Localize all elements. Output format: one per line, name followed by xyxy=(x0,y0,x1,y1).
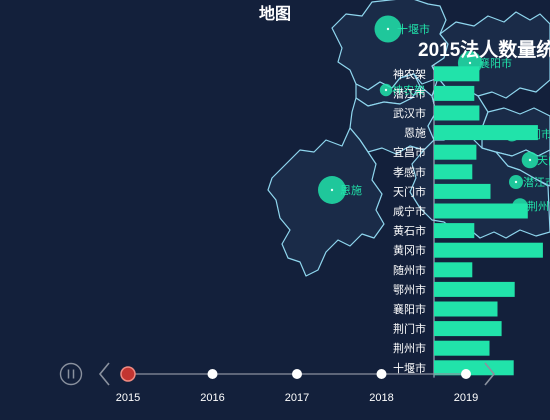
timeline-nodes: 2015 2016 2017 2018 2019 xyxy=(116,366,478,404)
timeline-year-label[interactable]: 2017 xyxy=(285,392,309,404)
bar-category-label: 天门市 xyxy=(393,184,426,198)
bar-category-label: 潜江市 xyxy=(393,86,426,100)
map-point-center xyxy=(514,180,518,184)
bar[interactable] xyxy=(434,164,473,180)
bar-category-label: 鄂州市 xyxy=(393,282,426,296)
bar[interactable] xyxy=(434,262,473,278)
map-point-label: 荆州市 xyxy=(527,199,550,213)
bar[interactable] xyxy=(434,105,480,121)
timeline-node[interactable] xyxy=(292,369,302,379)
bar-category-label: 神农架 xyxy=(393,67,426,81)
chevron-left-icon[interactable] xyxy=(98,362,110,386)
bar-category-label: 随州市 xyxy=(393,263,426,277)
bar-chart: 神农架潜江市武汉市恩施宜昌市孝感市天门市咸宁市黄石市黄冈市随州市鄂州市襄阳市荆门… xyxy=(393,64,543,378)
map-point-label: 恩施 xyxy=(340,184,362,197)
map-point-label: 天门市 xyxy=(537,153,550,167)
timeline-node[interactable] xyxy=(207,369,218,379)
bar[interactable] xyxy=(434,360,514,376)
bar-chart-title: 2015法人数量统 xyxy=(418,38,550,61)
bar-category-label: 咸宁市 xyxy=(393,204,426,218)
bar[interactable] xyxy=(434,242,543,258)
bar[interactable] xyxy=(434,321,502,337)
bar-category-label: 恩施 xyxy=(404,127,426,140)
timeline: 2015 2016 2017 2018 2019 xyxy=(59,362,496,404)
bar-category-label: 襄阳市 xyxy=(393,302,426,316)
timeline-year-label[interactable]: 2016 xyxy=(200,392,224,404)
chevron-right-icon[interactable] xyxy=(484,362,496,386)
map-point-label: 襄阳市 xyxy=(479,56,512,70)
bar-category-label: 荆州市 xyxy=(393,341,426,355)
bar[interactable] xyxy=(434,183,491,199)
bar-category-label: 十堰市 xyxy=(393,361,426,375)
bar[interactable] xyxy=(434,223,475,239)
pause-icon[interactable] xyxy=(59,362,83,386)
map-point-center xyxy=(528,158,532,162)
bar[interactable] xyxy=(434,301,498,317)
bar[interactable] xyxy=(434,281,515,297)
map-points: 十堰市襄阳市神农架恩施天门市潜江市荆州市荆门市 xyxy=(318,15,550,214)
bar-category-label: 黄冈市 xyxy=(393,243,426,257)
bar[interactable] xyxy=(434,144,477,160)
bar[interactable] xyxy=(434,85,475,101)
bar[interactable] xyxy=(434,203,528,219)
timeline-year-label[interactable]: 2015 xyxy=(116,392,140,404)
timeline-node[interactable] xyxy=(461,369,471,379)
timeline-year-label[interactable]: 2019 xyxy=(454,392,478,404)
map-point-label: 潜江市 xyxy=(523,175,550,189)
map-point-center xyxy=(330,188,334,192)
bar-category-label: 黄石市 xyxy=(393,224,426,238)
map-point-label: 十堰市 xyxy=(397,22,430,36)
bar[interactable] xyxy=(434,66,480,82)
timeline-node[interactable] xyxy=(376,369,387,379)
bar[interactable] xyxy=(434,340,490,356)
bar-category-label: 荆门市 xyxy=(393,322,426,336)
bar-category-label: 孝感市 xyxy=(393,165,426,179)
map-point-center xyxy=(468,61,472,65)
map-point-center xyxy=(386,27,390,31)
map-title: 地图 xyxy=(259,4,291,23)
bar[interactable] xyxy=(434,125,538,141)
bar-category-label: 武汉市 xyxy=(393,106,426,120)
timeline-current-node[interactable] xyxy=(120,366,136,382)
map-point-center xyxy=(384,88,388,92)
map-point-label: 神农架 xyxy=(392,83,425,97)
timeline-year-label[interactable]: 2018 xyxy=(369,392,393,404)
bar-category-label: 宜昌市 xyxy=(393,145,426,159)
